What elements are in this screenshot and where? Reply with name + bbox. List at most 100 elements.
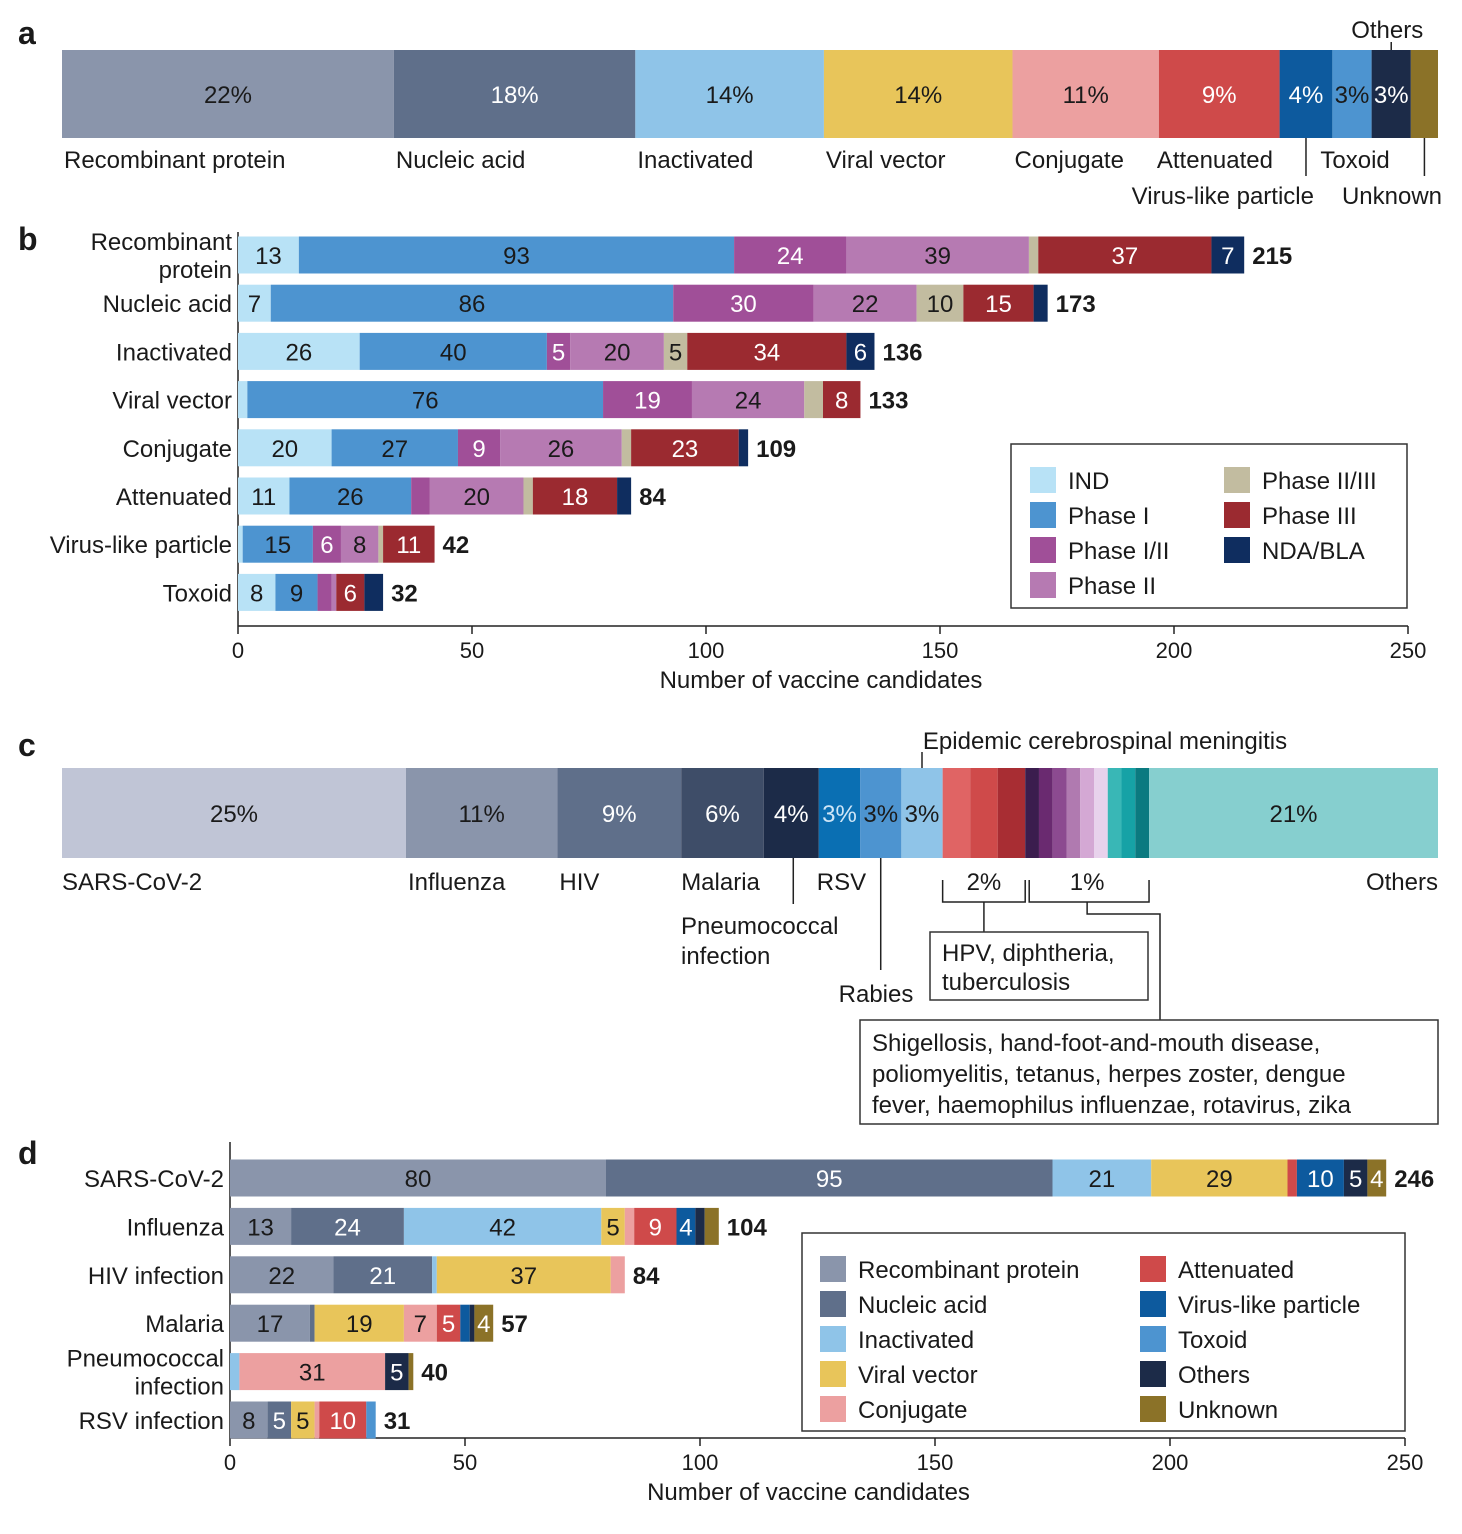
bar-segment-malaria-virus-like-particle [460,1304,470,1342]
bar-total-label: 104 [727,1214,768,1241]
bar-segment-attenuated-phase-i-ii [411,477,430,515]
segment-sars-cov-2 [62,768,406,858]
bar-segment-viral-vector-ind [238,381,248,419]
bar-value-label: 21 [1088,1166,1115,1193]
legend-swatch-phase-i-ii [1030,537,1056,563]
category-label-viral-vector: Viral vector [112,388,232,415]
category-label-inactivated: Inactivated [116,339,232,366]
bar-segment-influenza-recombinant-protein [230,1207,292,1245]
bar-value-label: 15 [985,291,1012,318]
bar-segment-pneumococcal-infection-inactivated [230,1353,240,1391]
segment-label-sars-cov-2: 25% [210,801,258,828]
legend-label-nucleic-acid: Nucleic acid [858,1292,987,1319]
panel-letter-c: c [18,727,36,763]
annotation-box-2-percent [929,931,1149,1001]
bar-value-label: 6 [320,532,333,559]
legend-swatch-ind [1030,467,1056,493]
legend-label-ind: IND [1068,468,1109,495]
category-label-others: Others [1366,869,1438,896]
segment-influenza [406,768,558,858]
legend-swatch-unknown [1140,1396,1166,1422]
legend-label-conjugate: Conjugate [858,1397,967,1424]
legend-swatch-others [1140,1361,1166,1387]
segment-diphtheria [970,768,998,858]
bar-total-label: 40 [421,1360,448,1387]
bar-value-label: 11 [251,484,276,511]
category-label-conjugate: Conjugate [1015,147,1124,174]
bar-segment-virus-like-particle-phase-i-ii [312,525,341,563]
segment-label-inactivated: 14% [706,82,754,109]
segment-label-nucleic-acid: 18% [491,82,539,109]
bar-value-label: 10 [927,291,954,318]
bar-value-label: 95 [816,1166,843,1193]
segment-label-virus-like-particle: 4% [1289,82,1324,109]
bar-segment-malaria-conjugate [403,1304,437,1342]
x-tick-label: 200 [1152,1450,1189,1475]
bar-segment-inactivated-phase-i [359,332,547,370]
bar-segment-rsv-infection-viral-vector [291,1401,315,1439]
bar-segment-inactivated-nda-bla [846,332,875,370]
legend-label-inactivated: Inactivated [858,1327,974,1354]
segment-toxoid [1332,50,1372,138]
panel-letter-a: a [18,15,36,51]
legend-label-viral-vector: Viral vector [858,1362,978,1389]
bar-value-label: 7 [414,1311,427,1338]
bar-segment-attenuated-phase-ii-iii [523,477,533,515]
legend-box [801,1232,1406,1432]
category-label-pneumococcal-line1: Pneumococcal [681,913,838,940]
category-label-virus-like-particle: Virus-like particle [50,532,232,559]
segment-rabies [860,768,902,858]
bar-value-label: 80 [405,1166,432,1193]
bar-segment-sars-cov-2-virus-like-particle [1296,1159,1344,1197]
segment-herpes-zoster [1080,768,1094,858]
bar-segment-attenuated-phase-i [289,477,412,515]
bar-value-label: 5 [1349,1166,1362,1193]
bar-segment-rsv-infection-conjugate [314,1401,320,1439]
bar-segment-nucleic-acid-nda-bla [1033,284,1048,322]
bar-value-label: 21 [369,1263,396,1290]
bar-segment-virus-like-particle-phase-i [242,525,313,563]
bar-value-label: 39 [924,243,951,270]
segment-label-viral-vector: 14% [894,82,942,109]
segment-epidemic-cerebrospinal-meningitis [901,768,943,858]
bar-segment-recombinant-protein-phase-i [298,236,735,274]
segment-rsv [818,768,861,858]
segment-conjugate [1012,50,1159,138]
bar-value-label: 4 [477,1311,490,1338]
segment-attenuated [1158,50,1280,138]
legend-label-phase-i-ii: Phase I/II [1068,538,1169,565]
legend-swatch-nda-bla [1224,537,1250,563]
legend-swatch-viral-vector [820,1361,846,1387]
segment-tuberculosis [997,768,1026,858]
bar-value-label: 9 [472,436,485,463]
annotation-1-percent-line3: fever, haemophilus influenzae, rotavirus… [872,1092,1352,1119]
annotation-2-percent-line2: tuberculosis [942,969,1070,996]
bar-value-label: 26 [285,339,312,366]
bar-segment-influenza-inactivated [403,1207,602,1245]
bar-total-label: 42 [443,532,470,559]
bar-segment-hiv-infection-conjugate [610,1256,625,1294]
category-label-nucleic-acid: Nucleic acid [103,291,232,318]
bar-value-label: 5 [552,339,565,366]
bar-segment-nucleic-acid-phase-i-ii [673,284,814,322]
segment-haemophilus-influenzae [1107,768,1122,858]
bar-value-label: 86 [459,291,486,318]
segment-label-malaria: 6% [705,801,740,828]
legend-label-phase-ii-iii: Phase II/III [1262,468,1377,495]
category-label-hiv-infection: HIV infection [88,1263,224,1290]
segment-label-toxoid: 3% [1335,82,1370,109]
bar-value-label: 5 [296,1408,309,1435]
legend-swatch-conjugate [820,1396,846,1422]
bar-segment-hiv-infection-nucleic-acid [333,1256,433,1294]
bar-value-label: 11 [396,532,421,559]
legend-label-virus-like-particle: Virus-like particle [1178,1292,1360,1319]
bar-segment-conjugate-phase-i-ii [457,429,501,467]
bar-segment-rsv-infection-toxoid [366,1401,376,1439]
bar-value-label: 8 [353,532,366,559]
bar-segment-recombinant-protein-phase-ii-iii [1028,236,1039,274]
category-label-sars-cov-2: SARS-CoV-2 [84,1166,224,1193]
segment-dengue-fever [1094,768,1108,858]
bar-value-label: 13 [247,1214,274,1241]
bar-value-label: 29 [1206,1166,1233,1193]
annotation-box-1-percent [859,1019,1439,1125]
